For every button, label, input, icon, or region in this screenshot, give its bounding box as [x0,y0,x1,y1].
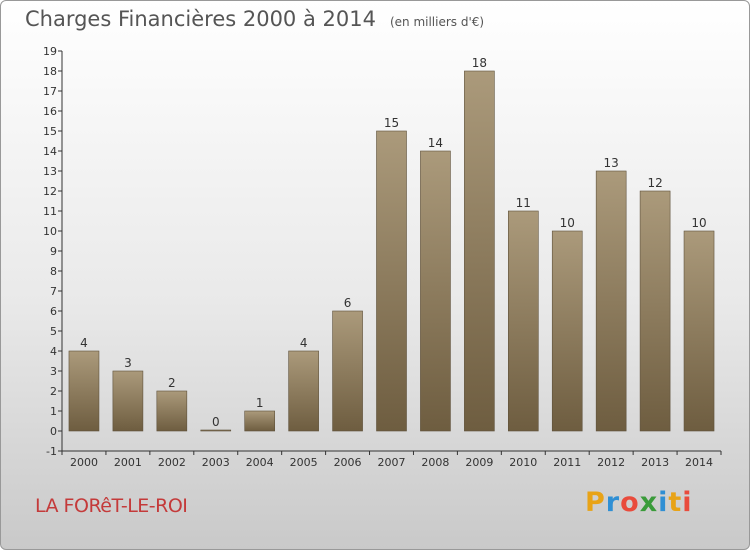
x-tick-label: 2005 [290,456,318,469]
logo-letter: o [620,487,640,518]
place-name: LA FORêT-LE-ROI [35,495,188,517]
bar [464,70,495,432]
data-label: 18 [472,56,487,70]
x-tick-label: 2004 [246,456,274,469]
bar [595,170,627,432]
data-label: 10 [560,216,575,230]
y-tick-label: 18 [43,65,57,78]
data-label: 4 [300,336,308,350]
y-tick-label: 9 [50,245,57,258]
x-tick-label: 2013 [641,456,669,469]
y-tick-label: 2 [50,385,57,398]
x-tick-label: 2003 [202,456,230,469]
chart-title: Charges Financières 2000 à 2014 (en milli… [25,7,484,31]
bar [507,210,539,432]
bar [200,429,232,432]
y-tick-label: 3 [50,365,57,378]
bar [551,230,583,432]
data-label: 10 [691,216,706,230]
y-tick-label: 5 [50,325,57,338]
x-tick-label: 2006 [334,456,362,469]
logo-letter: i [658,487,669,518]
bar [420,150,451,432]
y-tick-label: 14 [43,145,57,158]
y-tick-label: 0 [50,425,57,438]
x-tick-label: 2001 [114,456,142,469]
proxiti-logo: Proxiti [585,487,693,518]
bar [156,390,188,432]
x-tick-label: 2009 [465,456,493,469]
y-tick-label: 13 [43,165,57,178]
chart-title-text: Charges Financières 2000 à 2014 [25,7,376,31]
y-tick-label: 12 [43,185,57,198]
x-tick-label: 2011 [553,456,581,469]
y-tick-label: 10 [43,225,57,238]
y-tick-label: 1 [50,405,57,418]
logo-letter: x [639,487,659,518]
y-tick-label: 6 [50,305,57,318]
bar [288,350,319,432]
x-tick-label: 2010 [509,456,537,469]
y-tick-label: 19 [43,45,57,58]
logo-letter: r [605,487,621,518]
bar [639,190,671,432]
y-tick-label: 15 [43,125,57,138]
data-label: 4 [80,336,88,350]
data-label: 6 [344,296,352,310]
x-tick-label: 2008 [421,456,449,469]
x-tick-label: 2007 [378,456,406,469]
chart-subtitle: (en milliers d'€) [389,15,485,29]
bar [244,410,275,432]
x-tick-label: 2014 [685,456,713,469]
data-label: 0 [212,415,220,429]
y-tick-label: 4 [50,345,57,358]
x-tick-label: 2012 [597,456,625,469]
data-label: 14 [428,136,443,150]
data-label: 11 [516,196,531,210]
x-tick-label: 2002 [158,456,186,469]
data-label: 15 [384,116,399,130]
y-tick-label: 8 [50,265,57,278]
logo-letter: P [585,487,606,518]
y-tick-label: -1 [46,445,57,458]
y-tick-label: 17 [43,85,57,98]
data-label: 12 [647,176,662,190]
bar [683,230,715,432]
data-label: 13 [604,156,619,170]
y-tick-label: 11 [43,205,57,218]
x-tick-label: 2000 [70,456,98,469]
data-label: 2 [168,376,176,390]
y-tick-label: 7 [50,285,57,298]
bar [68,350,100,432]
bar [376,130,407,432]
logo-letter: i [682,487,693,518]
y-tick-label: 16 [43,105,57,118]
logo-letter: t [668,487,683,518]
data-label: 1 [256,396,264,410]
bar [112,370,144,432]
bar [332,310,363,432]
data-label: 3 [124,356,132,370]
